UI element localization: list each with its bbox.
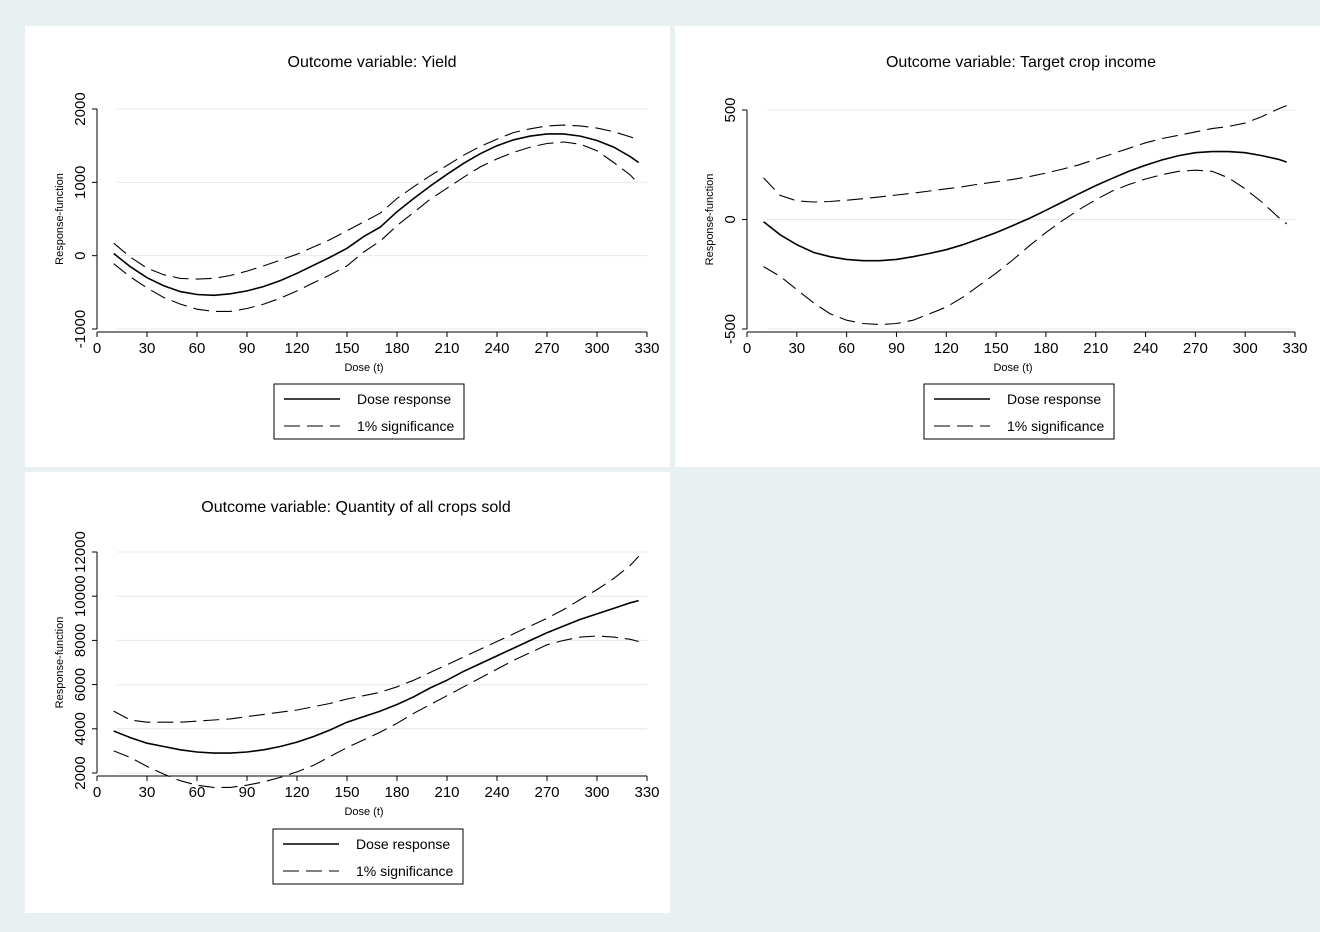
x-tick-label: 240 [484,784,509,801]
series-line-upper-bound [113,556,640,723]
x-tick-label: 270 [1183,340,1208,357]
series-line-dose-response [113,133,640,297]
y-tick-label: 4000 [72,712,89,745]
chart-title: Outcome variable: Target crop income [886,54,1156,71]
series-line-lower-bound [763,169,1288,326]
x-axis-label: Dose (t) [344,362,383,374]
x-tick-label: 30 [788,340,805,357]
y-tick-label: -500 [722,314,739,344]
series-line-dose-response [113,599,639,754]
y-tick-label: 2000 [72,92,89,125]
y-axis-label: Response-function [54,173,66,265]
chart-panel-target-crop-income: Outcome variable: Target crop income -500… [675,26,1320,467]
y-tick-label: 2000 [72,756,89,789]
legend-box [273,383,465,440]
x-tick-label: 60 [838,340,855,357]
legend-label: Dose response [356,836,450,852]
x-tick-label: 60 [189,784,206,801]
y-tick-label: -1000 [72,310,89,348]
x-tick-label: 210 [1083,340,1108,357]
x-tick-label: 300 [584,340,609,357]
x-tick-label: 330 [634,784,659,801]
x-tick-label: 90 [888,340,905,357]
x-tick-label: 180 [1033,340,1058,357]
chart-panel-yield: Outcome variable: Yield -1000 0 1000 2000 0 30… [25,26,670,467]
x-tick-label: 120 [934,340,959,357]
x-tick-label: 90 [239,340,256,357]
series-line-lower-bound [113,141,640,312]
x-tick-label: 180 [384,340,409,357]
x-tick-label: 180 [384,784,409,801]
x-tick-label: 330 [634,340,659,357]
x-tick-label: 150 [334,784,359,801]
chart-title: Outcome variable: Yield [288,54,457,71]
y-tick-label: 6000 [72,668,89,701]
x-tick-label: 120 [284,340,309,357]
y-tick-label: 0 [72,251,89,259]
x-tick-label: 210 [434,784,459,801]
x-tick-label: 300 [1233,340,1258,357]
chart-title: Outcome variable: Quantity of all crops … [201,499,510,516]
y-axis-label: Response-function [704,174,716,266]
x-tick-label: 30 [139,784,156,801]
legend-box [272,828,464,885]
legend-label: 1% significance [356,863,453,879]
x-tick-label: 240 [1133,340,1158,357]
series-line-upper-bound [113,124,639,280]
x-tick-label: 270 [534,784,559,801]
series-line-upper-bound [763,105,1287,203]
x-tick-label: 30 [139,340,156,357]
legend-label: Dose response [1007,391,1101,407]
y-tick-label: 500 [722,97,739,122]
legend-label: 1% significance [1007,418,1104,434]
y-tick-label: 0 [722,215,739,223]
x-tick-label: 270 [534,340,559,357]
x-tick-label: 150 [334,340,359,357]
x-tick-label: 120 [284,784,309,801]
chart-panel-quantity-crops-sold: Outcome variable: Quantity of all crops … [25,472,670,913]
x-axis-label: Dose (t) [344,806,383,818]
x-tick-label: 240 [484,340,509,357]
quantity-crops-sold-chart-svg: Outcome variable: Quantity of all crops … [54,499,660,885]
legend-box [923,383,1115,440]
x-tick-label: 150 [984,340,1009,357]
legend-label: Dose response [357,391,451,407]
series-line-lower-bound [113,635,639,788]
y-tick-label: 12000 [72,531,89,573]
x-tick-label: 300 [584,784,609,801]
x-tick-label: 0 [93,784,101,801]
y-tick-label: 1000 [72,166,89,199]
series-line-dose-response [763,150,1287,262]
x-tick-label: 0 [743,340,751,357]
x-tick-label: 0 [93,340,101,357]
y-axis-label: Response-function [54,617,66,709]
x-axis-label: Dose (t) [993,362,1032,374]
y-tick-label: 10000 [72,575,89,617]
x-tick-label: 210 [434,340,459,357]
target-crop-income-chart-svg: Outcome variable: Target crop income -500… [704,54,1308,440]
x-tick-label: 90 [239,784,256,801]
y-tick-label: 8000 [72,624,89,657]
x-tick-label: 60 [189,340,206,357]
legend-label: 1% significance [357,418,454,434]
x-tick-label: 330 [1282,340,1307,357]
